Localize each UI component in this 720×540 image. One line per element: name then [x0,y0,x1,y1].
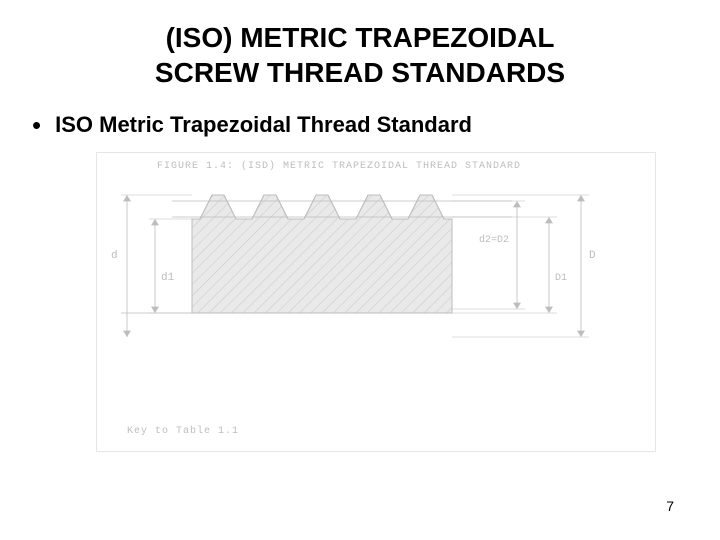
svg-text:d2=D2: d2=D2 [479,234,509,246]
bullet-item: • ISO Metric Trapezoidal Thread Standard [40,112,680,138]
svg-text:d1: d1 [161,272,175,284]
title-line-1: (ISO) METRIC TRAPEZOIDAL [166,22,555,53]
svg-text:D1: D1 [555,273,567,284]
title-line-2: SCREW THREAD STANDARDS [155,57,565,88]
bullet-dot: • [32,112,41,138]
figure-container: FIGURE 1.4: (ISD) METRIC TRAPEZOIDAL THR… [96,152,656,452]
thread-diagram: d d1 d2=D2 D1 D [97,153,657,453]
bullet-text: ISO Metric Trapezoidal Thread Standard [55,112,472,138]
page-title: (ISO) METRIC TRAPEZOIDAL SCREW THREAD ST… [40,20,680,90]
svg-text:d: d [111,250,118,262]
figure-caption-bottom: Key to Table 1.1 [127,426,239,437]
page-number: 7 [666,498,674,514]
figure-caption-top: FIGURE 1.4: (ISD) METRIC TRAPEZOIDAL THR… [157,161,521,172]
svg-text:D: D [589,250,596,262]
slide: (ISO) METRIC TRAPEZOIDAL SCREW THREAD ST… [0,0,720,540]
